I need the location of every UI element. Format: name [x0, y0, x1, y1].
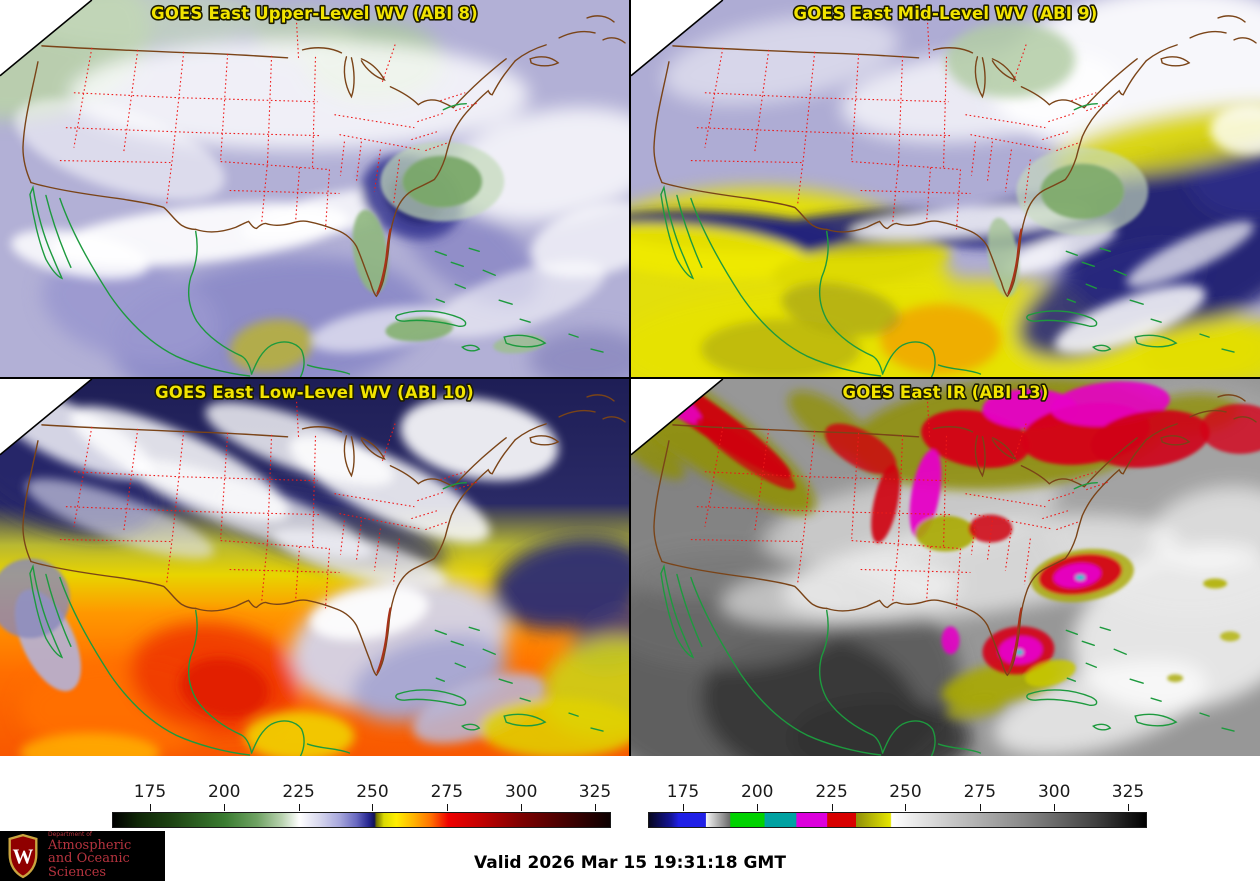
- colorbar-tick-label: 225: [815, 782, 848, 802]
- ir-colorbar: 175 200 225 250 275 300 325: [648, 782, 1147, 832]
- colorbar-tick-mark: [446, 804, 448, 811]
- colorbar-tick-mark: [372, 804, 374, 811]
- logo-atmospheric-line: Atmospheric: [48, 837, 132, 853]
- colorbar-tick-label: 300: [1037, 782, 1071, 802]
- colorbar-tick-mark: [831, 804, 833, 811]
- colorbar-tick-label: 275: [430, 782, 464, 802]
- colorbar-tick-label: 200: [741, 782, 774, 802]
- panel-title: GOES East Low-Level WV (ABI 10): [155, 383, 474, 402]
- panel-ir: GOES East IR (ABI 13): [631, 379, 1260, 756]
- colorbar-tick-mark: [682, 804, 684, 811]
- colorbar-tick-label: 325: [1111, 782, 1145, 802]
- satellite-image-low-wv: GOES East Low-Level WV (ABI 10): [0, 379, 629, 756]
- logo-dept-line: Department of: [48, 831, 92, 839]
- colorbar-tick-mark: [757, 804, 759, 811]
- panel-upper-level-wv: GOES East Upper-Level WV (ABI 8): [0, 0, 629, 377]
- colorbar-tick-label: 250: [356, 782, 389, 802]
- panel-title: GOES East Upper-Level WV (ABI 8): [151, 4, 478, 23]
- colorbar-tick-mark: [905, 804, 907, 811]
- satellite-image-ir: GOES East IR (ABI 13): [631, 379, 1260, 756]
- panel-title: GOES East IR (ABI 13): [843, 383, 1049, 402]
- wv-colorbar: 175 200 225 250 275 300 325: [112, 782, 611, 832]
- panel-title: GOES East Mid-Level WV (ABI 9): [794, 4, 1098, 23]
- panel-mid-level-wv: GOES East Mid-Level WV (ABI 9): [631, 0, 1260, 377]
- colorbar-tick-label: 250: [889, 782, 922, 802]
- panel-grid: GOES East Upper-Level WV (ABI 8): [0, 0, 1260, 756]
- wv-colorbar-gradient: [112, 812, 611, 828]
- footer: 175 200 225 250 275 300 325 175 200 225 250 275 300…: [0, 756, 1260, 881]
- panel-low-level-wv: GOES East Low-Level WV (ABI 10): [0, 379, 629, 756]
- satellite-image-mid-wv: GOES East Mid-Level WV (ABI 9): [631, 0, 1260, 377]
- ir-colorbar-gradient: [648, 812, 1147, 828]
- wv-colorbar-labels: 175 200 225 250 275 300 325: [112, 782, 612, 802]
- colorbar-tick-mark: [149, 804, 151, 811]
- colorbar-tick-mark: [595, 804, 597, 811]
- colorbar-tick-mark: [1054, 804, 1056, 811]
- colorbar-tick-mark: [521, 804, 523, 811]
- logo-text: Department of Atmospheric and Oceanic Sc…: [48, 831, 165, 880]
- uw-crest-icon: W: [8, 833, 38, 879]
- ir-colorbar-ticks: [648, 804, 1147, 812]
- logo-oceanic-line: and Oceanic Sciences: [48, 851, 130, 880]
- colorbar-tick-mark: [979, 804, 981, 811]
- colorbar-tick-label: 300: [504, 782, 538, 802]
- colorbar-tick-mark: [298, 804, 300, 811]
- colorbar-tick-label: 225: [282, 782, 315, 802]
- valid-timestamp: Valid 2026 Mar 15 19:31:18 GMT: [474, 853, 786, 873]
- wv-colorbar-ticks: [112, 804, 611, 812]
- colorbar-tick-label: 325: [578, 782, 612, 802]
- colorbar-tick-mark: [1128, 804, 1130, 811]
- uw-aos-logo: W Department of Atmospheric and Oceanic …: [0, 831, 165, 881]
- colorbar-tick-label: 275: [963, 782, 997, 802]
- satellite-image-upper-wv: GOES East Upper-Level WV (ABI 8): [0, 0, 629, 377]
- colorbar-tick-mark: [224, 804, 226, 811]
- colorbar-tick-label: 175: [133, 782, 167, 802]
- colorbar-tick-label: 200: [208, 782, 241, 802]
- ir-colorbar-labels: 175 200 225 250 275 300 325: [648, 782, 1147, 802]
- uw-crest-letter: W: [13, 845, 34, 869]
- colorbar-tick-label: 175: [666, 782, 700, 802]
